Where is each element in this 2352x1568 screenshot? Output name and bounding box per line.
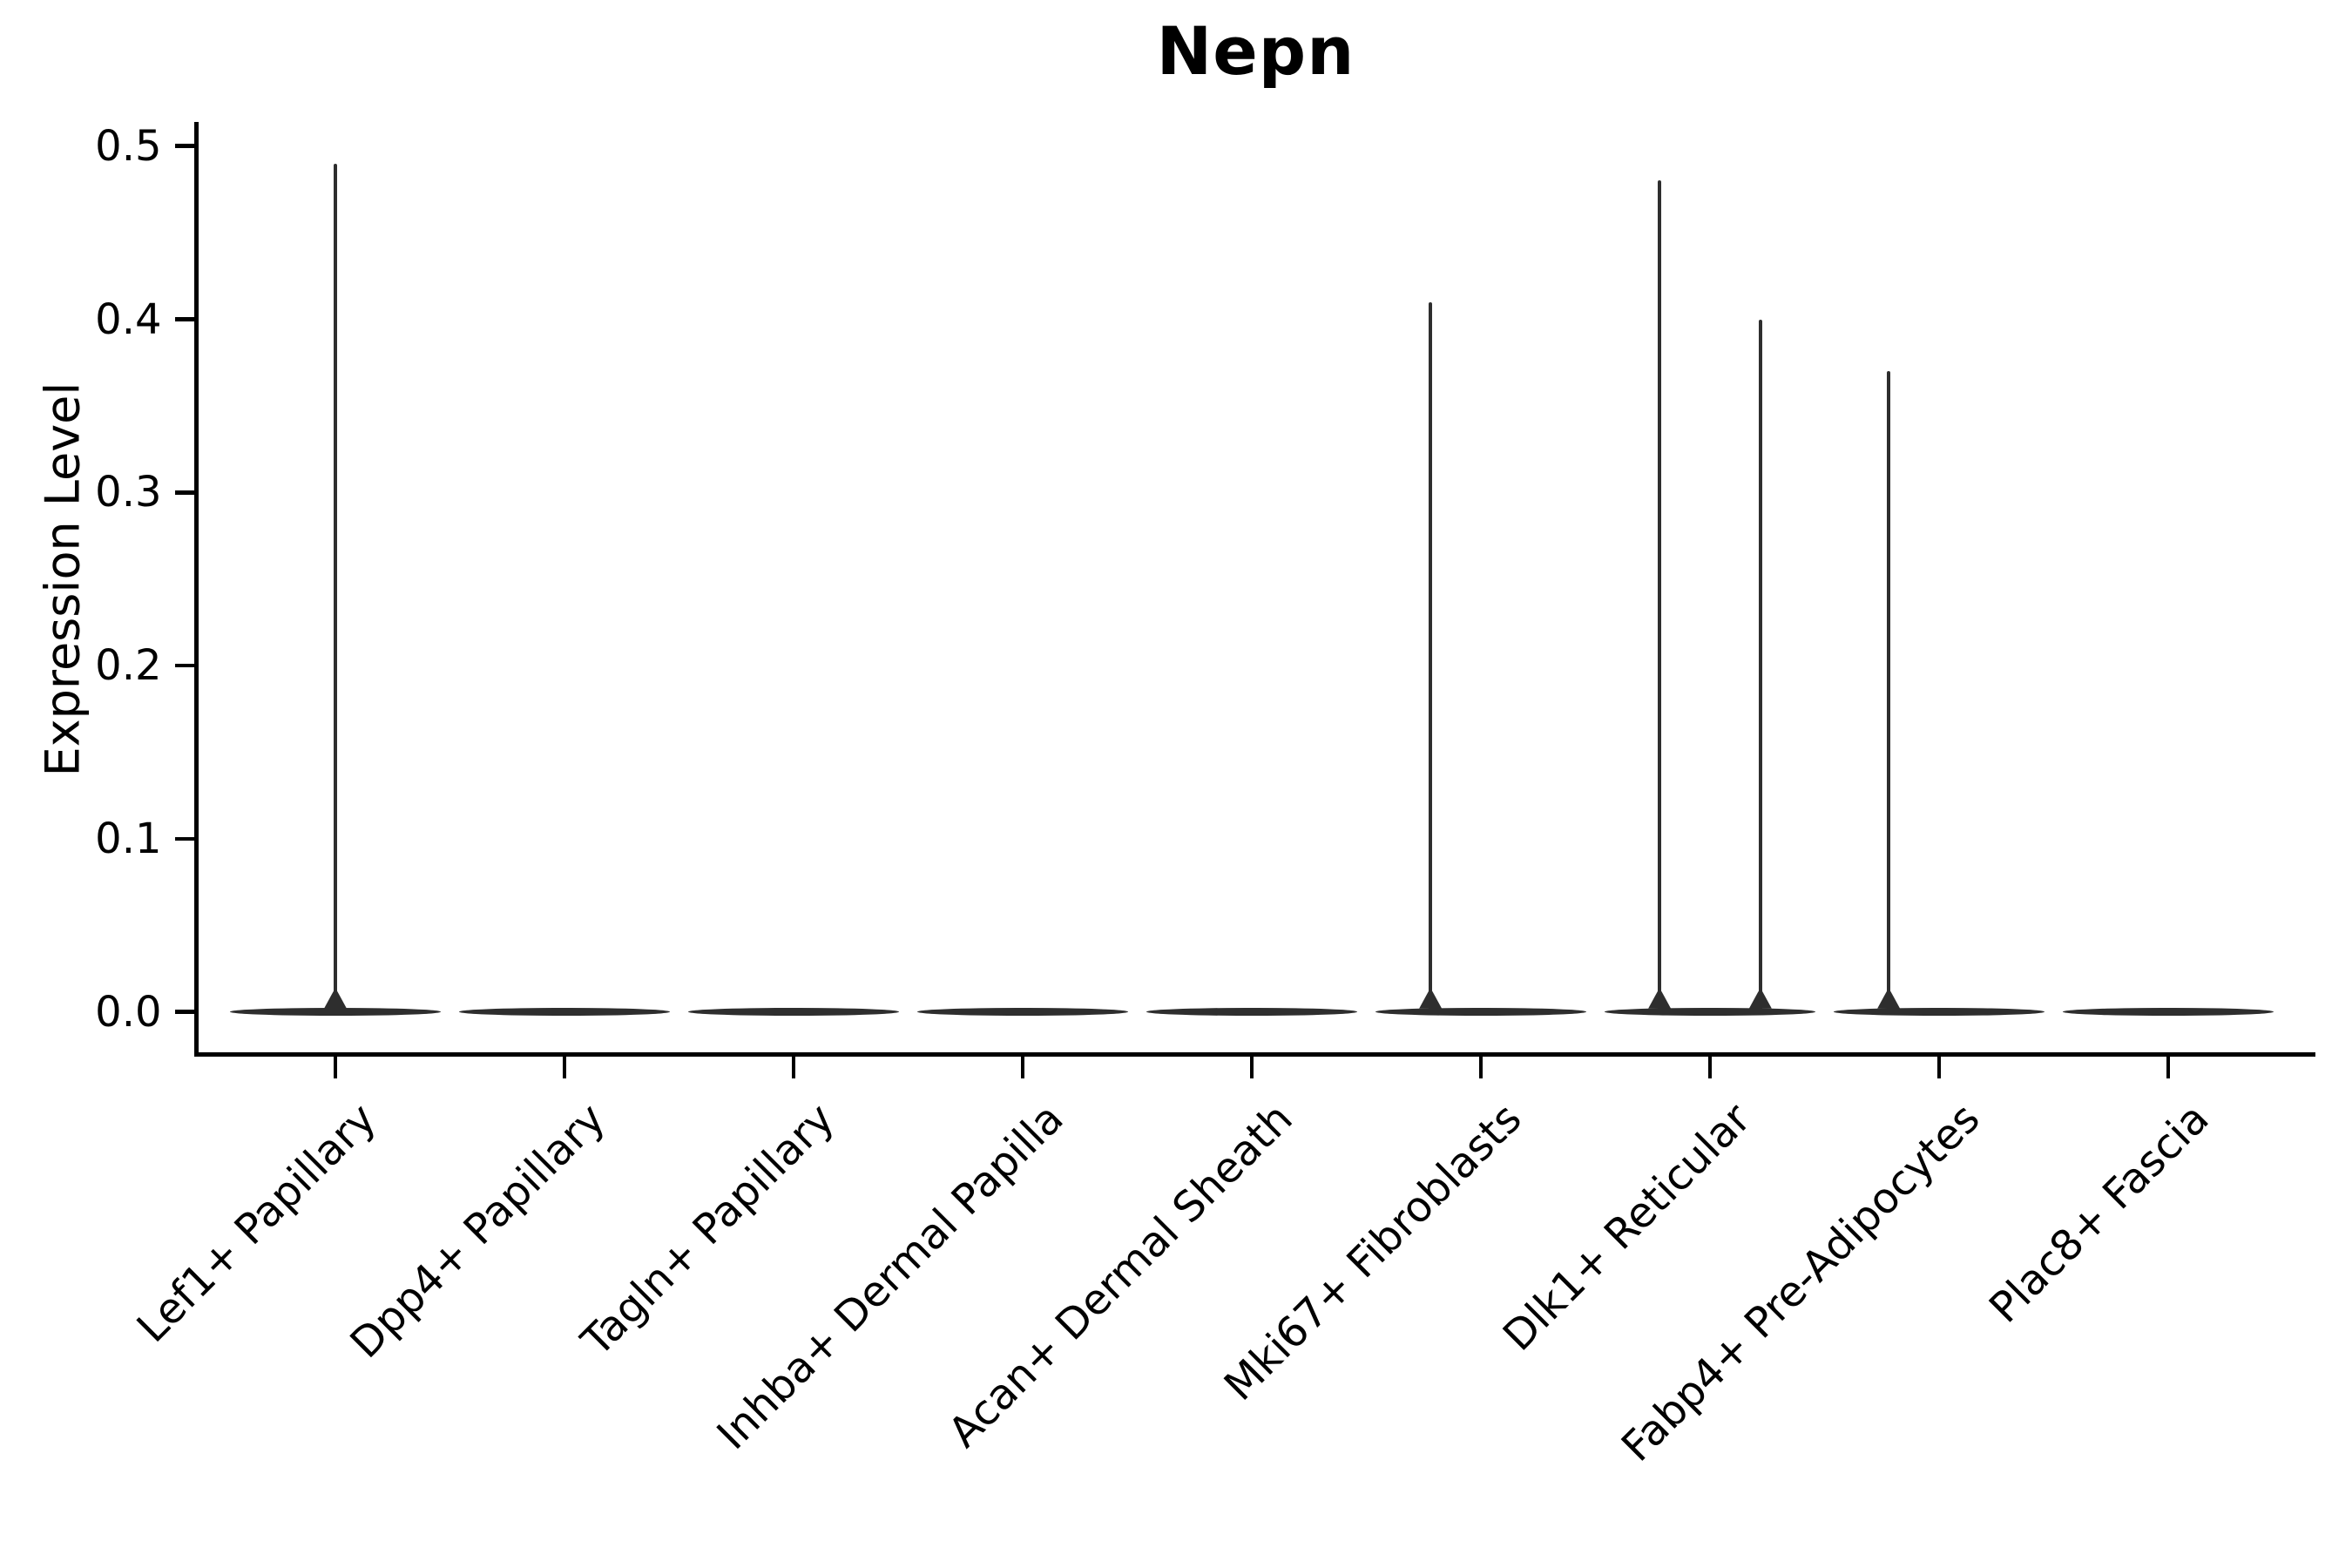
violin-spike <box>1758 319 1763 1012</box>
y-tick <box>174 836 194 841</box>
x-tick <box>1707 1056 1713 1078</box>
y-tick-label: 0.5 <box>95 121 162 171</box>
violin-spike-flare <box>1748 990 1772 1009</box>
y-tick-label: 0.4 <box>95 294 162 344</box>
violin-body <box>917 1007 1128 1017</box>
x-tick <box>1478 1056 1484 1078</box>
violin-spike <box>1657 180 1662 1012</box>
y-tick-label: 0.2 <box>95 641 162 691</box>
y-tick-label: 0.1 <box>95 814 162 863</box>
y-tick <box>174 317 194 321</box>
violin-body <box>230 1007 441 1017</box>
violin-spike-flare <box>1877 990 1901 1009</box>
x-tick <box>333 1056 338 1078</box>
violin-body <box>688 1007 899 1017</box>
x-tick <box>562 1056 567 1078</box>
x-tick-label: Plac8+ Fascia <box>1980 1094 2219 1333</box>
x-tick <box>1936 1056 1942 1078</box>
x-tick <box>1020 1056 1025 1078</box>
y-tick <box>174 1010 194 1014</box>
x-tick <box>791 1056 796 1078</box>
y-tick <box>174 144 194 148</box>
y-axis-label: Expression Level <box>35 382 91 777</box>
violin-body <box>1605 1007 1815 1017</box>
violin-body <box>2063 1007 2274 1017</box>
y-tick <box>174 663 194 668</box>
x-tick-label: Dlk1+ Reticular <box>1493 1094 1761 1361</box>
violin-body <box>1834 1007 2044 1017</box>
y-tick-label: 0.3 <box>95 468 162 517</box>
x-tick <box>2166 1056 2171 1078</box>
x-tick-label: Dpp4+ Papillary <box>341 1094 615 1369</box>
violin-body <box>1146 1007 1357 1017</box>
y-tick <box>174 490 194 495</box>
x-tick-label: Lef1+ Papillary <box>127 1094 386 1352</box>
chart-title: Nepn <box>1156 12 1355 90</box>
y-tick-label: 0.0 <box>95 987 162 1037</box>
violin-body <box>1375 1007 1586 1017</box>
violin-body <box>459 1007 670 1017</box>
y-axis-spine <box>193 122 199 1057</box>
violin-spike-flare <box>1419 990 1443 1009</box>
violin-spike <box>1428 301 1433 1012</box>
violin-spike-flare <box>1648 990 1672 1009</box>
violin-spike <box>1886 371 1891 1012</box>
x-tick-label: Tagln+ Papillary <box>571 1094 844 1366</box>
violin-spike-flare <box>324 990 347 1009</box>
x-axis-spine <box>193 1051 2315 1057</box>
x-tick <box>1249 1056 1254 1078</box>
violin-spike <box>333 163 338 1012</box>
